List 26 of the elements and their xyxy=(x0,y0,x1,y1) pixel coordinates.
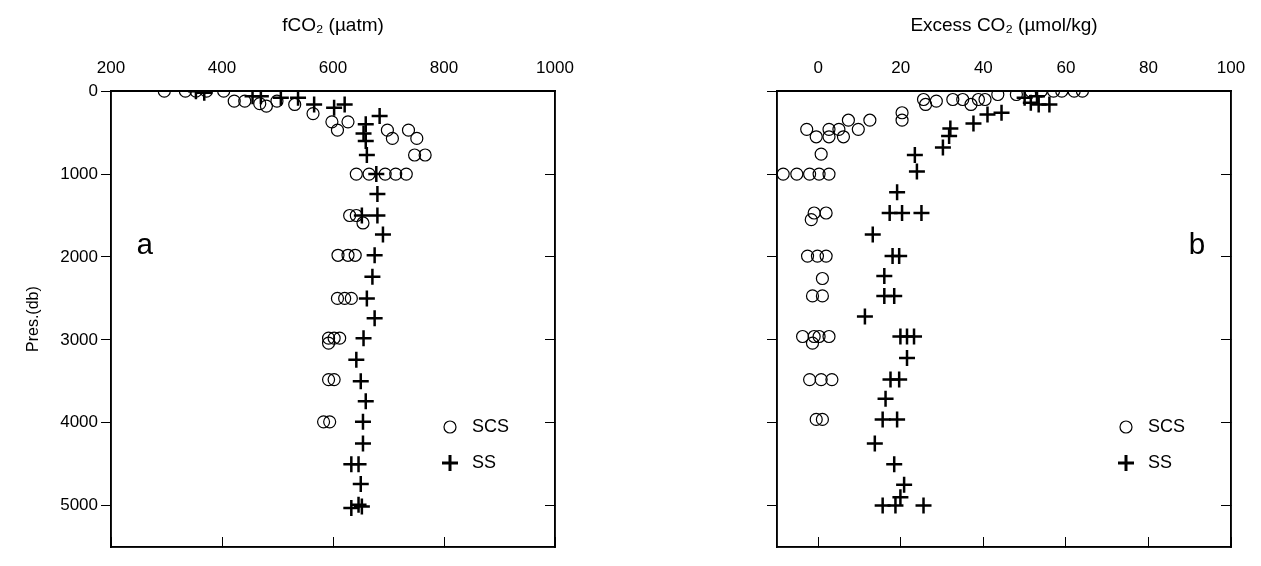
x-axis-title: Excess CO₂ (µmol/kg) xyxy=(910,13,1098,35)
x-tick-label: 400 xyxy=(207,57,237,77)
annotation: b xyxy=(1187,229,1206,264)
legend-label: SCS xyxy=(1148,415,1186,436)
x-tick-label: 20 xyxy=(891,57,911,77)
x-tick-label: 100 xyxy=(1216,57,1246,77)
y-axis-title: Pres.(db) xyxy=(24,286,42,352)
x-tick-label: 80 xyxy=(1138,57,1158,77)
y-tick-label: 3000 xyxy=(60,329,99,349)
x-tick-label: 200 xyxy=(96,57,126,77)
y-tick-label: 4000 xyxy=(60,412,99,432)
x-tick-label: 60 xyxy=(1056,57,1076,77)
x-tick-label: 40 xyxy=(973,57,993,77)
x-tick-label: 0 xyxy=(813,57,824,77)
y-tick-label: 5000 xyxy=(60,495,99,515)
x-axis-title: fCO₂ (µatm) xyxy=(282,13,384,35)
legend-label: SCS xyxy=(472,415,510,436)
x-tick-label: 1000 xyxy=(536,57,574,77)
legend-label: SS xyxy=(1148,451,1173,472)
x-tick-label: 800 xyxy=(429,57,459,77)
legend-label: SS xyxy=(472,451,497,472)
y-tick-label: 1000 xyxy=(60,163,99,183)
y-tick-label: 2000 xyxy=(60,246,99,266)
y-tick-label: 0 xyxy=(88,80,99,100)
annotation: a xyxy=(136,229,155,264)
x-tick-label: 600 xyxy=(318,57,348,77)
